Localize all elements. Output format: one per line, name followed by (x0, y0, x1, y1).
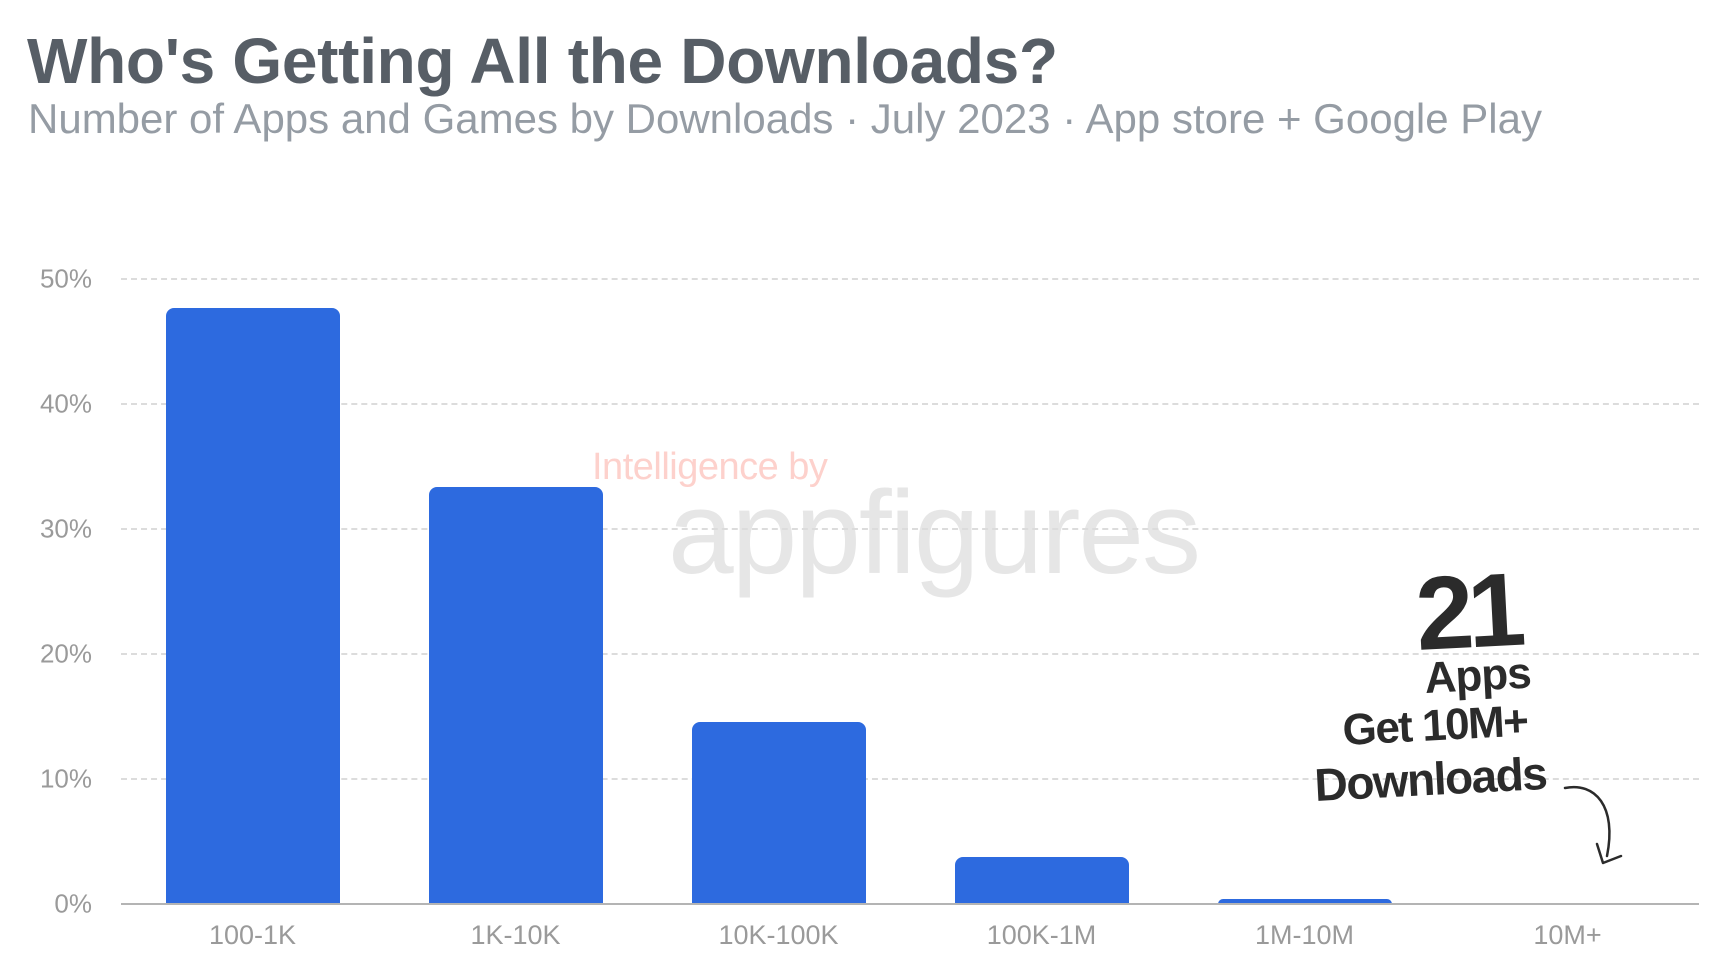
annotation-line-1: Apps (1423, 648, 1532, 704)
curved-arrow-icon (1563, 785, 1623, 865)
y-tick-label: 0% (54, 888, 92, 919)
chart-subtitle: Number of Apps and Games by Downloads · … (28, 95, 1542, 142)
y-tick-label: 10% (39, 763, 92, 794)
x-tick-label: 1M-10M (1254, 920, 1355, 950)
annotation-line-3: Downloads (1313, 746, 1548, 812)
x-tick-label: 1K-10K (470, 920, 561, 950)
x-tick-label: 10M+ (1533, 920, 1602, 950)
x-axis-line (121, 903, 1699, 905)
y-tick-label: 20% (39, 638, 92, 669)
x-tick-label: 100-1K (208, 920, 297, 950)
chart-title: Who's Getting All the Downloads? (27, 25, 1058, 97)
y-tick-label: 30% (39, 513, 92, 544)
x-tick-label: 100K-1M (986, 920, 1097, 950)
x-tick-label: 10K-100K (718, 920, 839, 950)
bar (1217, 899, 1392, 904)
y-tick-label: 50% (39, 263, 92, 294)
grid-line (121, 778, 1699, 780)
bar (954, 856, 1129, 904)
watermark-logo: appfigures (668, 467, 1201, 599)
bar (165, 307, 340, 904)
grid-line (121, 653, 1699, 655)
watermark-tagline: Intelligence by (592, 446, 828, 488)
bar (428, 486, 603, 904)
y-tick-label: 40% (39, 388, 92, 419)
grid-line (121, 278, 1699, 280)
grid-line (121, 403, 1699, 405)
grid-line (121, 528, 1699, 530)
annotation-line-2: Get 10M+ (1341, 696, 1529, 756)
bar (691, 721, 866, 904)
